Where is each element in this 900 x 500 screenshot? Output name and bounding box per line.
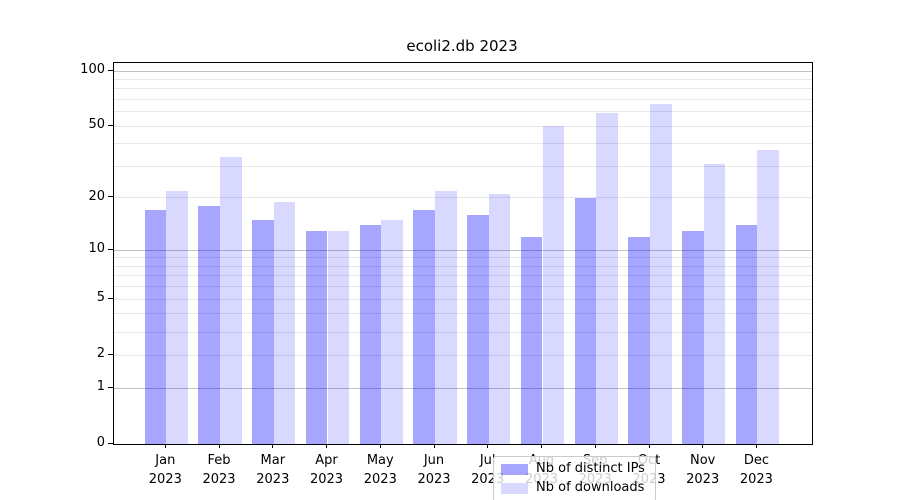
gridline-minor-4 bbox=[114, 313, 812, 315]
y-tick-mark-20 bbox=[108, 196, 113, 198]
bar-distinct-ips-aug bbox=[520, 236, 543, 444]
bar-distinct-ips-jul bbox=[467, 215, 489, 444]
gridline-minor-2 bbox=[114, 354, 812, 356]
gridline-minor-6 bbox=[114, 286, 812, 288]
gridline-minor-7 bbox=[114, 275, 812, 277]
gridline-major-10 bbox=[114, 249, 812, 251]
gridline-minor-9 bbox=[114, 257, 812, 259]
x-tick-mark-jul bbox=[487, 444, 489, 448]
bar-downloads-feb bbox=[220, 156, 242, 444]
bar-downloads-sep bbox=[596, 113, 618, 444]
y-tick-label-10: 10 bbox=[88, 241, 105, 257]
y-tick-mark-0 bbox=[108, 442, 113, 444]
x-tick-mark-dec bbox=[755, 444, 757, 448]
legend: Nb of distinct IPs Nb of downloads bbox=[493, 456, 656, 500]
y-tick-mark-50 bbox=[108, 124, 113, 126]
y-tick-mark-10 bbox=[108, 248, 113, 250]
gridline-minor-60 bbox=[114, 111, 812, 113]
grid-layer bbox=[114, 63, 812, 444]
gridline-minor-3 bbox=[114, 331, 812, 333]
y-tick-label-50: 50 bbox=[88, 117, 105, 133]
x-tick-mark-may bbox=[379, 444, 381, 448]
bar-downloads-dec bbox=[757, 150, 780, 444]
legend-label-distinct-ips: Nb of distinct IPs bbox=[536, 461, 645, 476]
y-tick-mark-2 bbox=[108, 353, 113, 355]
x-tick-mark-sep bbox=[594, 444, 596, 448]
x-tick-label-jan: Jan 2023 bbox=[148, 453, 182, 487]
y-tick-label-20: 20 bbox=[88, 188, 105, 204]
legend-item-distinct-ips: Nb of distinct IPs bbox=[501, 461, 645, 477]
bar-distinct-ips-dec bbox=[735, 225, 758, 444]
x-tick-mark-apr bbox=[326, 444, 327, 448]
gridline-minor-30 bbox=[114, 166, 812, 167]
bar-downloads-jan bbox=[166, 190, 188, 444]
bar-distinct-ips-jun bbox=[413, 210, 435, 444]
bar-downloads-aug bbox=[542, 126, 565, 444]
x-tick-mark-mar bbox=[272, 444, 274, 448]
bar-distinct-ips-mar bbox=[252, 219, 274, 444]
y-tick-label-100: 100 bbox=[80, 62, 105, 77]
bar-distinct-ips-feb bbox=[198, 206, 220, 444]
x-tick-mark-jun bbox=[433, 444, 435, 448]
y-tick-mark-100 bbox=[108, 69, 113, 71]
legend-swatch-downloads bbox=[501, 482, 528, 494]
gridline-minor-5 bbox=[114, 298, 812, 300]
y-tick-mark-5 bbox=[108, 297, 113, 299]
bar-layer bbox=[114, 63, 812, 444]
legend-item-downloads: Nb of downloads bbox=[501, 480, 645, 496]
y-tick-mark-1 bbox=[108, 386, 113, 388]
x-tick-label-feb: Feb 2023 bbox=[202, 453, 236, 487]
gridline-major-1 bbox=[114, 387, 812, 389]
bar-distinct-ips-may bbox=[359, 225, 382, 444]
y-tick-label-5: 5 bbox=[96, 290, 105, 306]
bar-downloads-apr bbox=[327, 230, 350, 444]
plot-area: Nb of distinct IPs Nb of downloads bbox=[113, 62, 813, 500]
x-tick-label-apr: Apr 2023 bbox=[309, 453, 344, 487]
x-tick-mark-feb bbox=[218, 444, 220, 448]
x-tick-mark-jan bbox=[164, 444, 166, 448]
x-tick-label-may: May 2023 bbox=[363, 453, 397, 487]
bar-distinct-ips-apr bbox=[305, 230, 328, 444]
gridline-minor-20 bbox=[114, 197, 812, 199]
gridline-major-100 bbox=[114, 70, 812, 72]
bar-downloads-nov bbox=[703, 163, 726, 444]
bar-downloads-may bbox=[381, 219, 403, 444]
gridline-minor-80 bbox=[114, 88, 812, 90]
x-tick-label-dec: Dec 2023 bbox=[739, 453, 773, 487]
gridline-minor-40 bbox=[114, 143, 812, 145]
x-tick-label-mar: Mar 2023 bbox=[256, 453, 290, 487]
x-tick-label-jun: Jun 2023 bbox=[417, 453, 451, 487]
bar-distinct-ips-oct bbox=[628, 236, 650, 444]
x-tick-mark-oct bbox=[648, 444, 650, 448]
x-tick-label-nov: Nov 2023 bbox=[686, 453, 720, 487]
y-tick-label-0: 0 bbox=[96, 435, 105, 450]
y-tick-label-2: 2 bbox=[96, 346, 105, 362]
bar-distinct-ips-jan bbox=[144, 210, 167, 444]
bar-downloads-mar bbox=[273, 201, 296, 444]
gridline-minor-8 bbox=[114, 265, 812, 267]
bar-downloads-oct bbox=[650, 104, 672, 444]
y-tick-label-1: 1 bbox=[96, 379, 105, 394]
bar-distinct-ips-nov bbox=[682, 230, 704, 444]
chart-title: ecoli2.db 2023 bbox=[406, 37, 518, 55]
bar-downloads-jun bbox=[435, 190, 457, 444]
bar-downloads-jul bbox=[488, 194, 511, 444]
legend-label-downloads: Nb of downloads bbox=[536, 480, 645, 495]
bar-distinct-ips-sep bbox=[574, 197, 597, 444]
gridline-minor-90 bbox=[114, 78, 812, 80]
legend-swatch-distinct-ips bbox=[501, 463, 528, 475]
x-tick-mark-aug bbox=[541, 444, 542, 448]
gridline-minor-70 bbox=[114, 99, 812, 100]
x-tick-mark-nov bbox=[702, 444, 704, 448]
gridline-minor-50 bbox=[114, 125, 812, 127]
